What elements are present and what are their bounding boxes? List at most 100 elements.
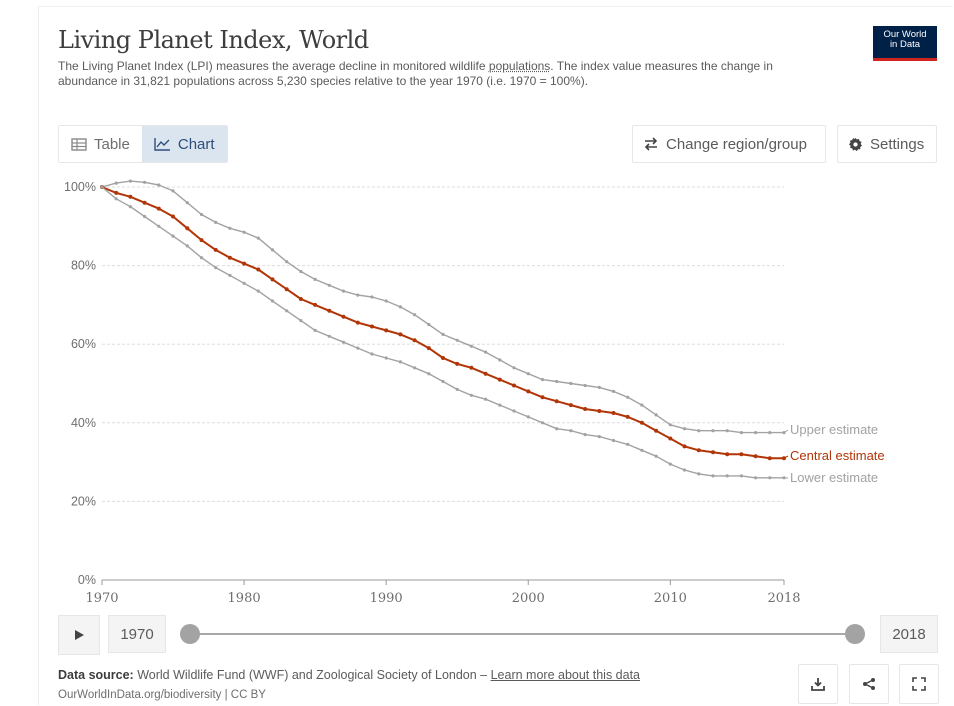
data-point <box>114 190 119 195</box>
data-point <box>157 183 161 187</box>
data-point <box>199 212 204 217</box>
data-point <box>341 314 346 319</box>
series-line <box>101 186 784 479</box>
data-point <box>426 346 431 351</box>
data-point <box>654 454 658 458</box>
data-point <box>171 189 175 193</box>
data-point <box>497 377 502 382</box>
timeline-track[interactable] <box>190 633 855 635</box>
data-point <box>640 448 644 452</box>
series-label-connector <box>783 429 789 434</box>
data-point <box>512 409 516 413</box>
data-point <box>341 340 346 344</box>
tab-chart[interactable]: Chart <box>141 126 227 162</box>
populations-link[interactable]: populations <box>488 59 551 73</box>
data-point <box>313 328 317 332</box>
share-icon <box>863 678 875 690</box>
data-point <box>299 269 303 274</box>
data-point <box>256 267 261 272</box>
data-point <box>483 371 488 376</box>
data-point <box>171 214 175 219</box>
data-point <box>668 436 673 441</box>
data-point <box>185 244 189 248</box>
data-point <box>498 403 502 407</box>
data-point <box>128 194 133 199</box>
data-point <box>625 414 630 419</box>
play-button[interactable] <box>58 615 100 655</box>
data-point <box>611 411 616 415</box>
data-point <box>128 179 132 183</box>
data-point <box>384 299 388 303</box>
data-point <box>384 328 389 333</box>
data-point <box>114 181 118 185</box>
data-point <box>512 366 516 370</box>
timeline-start-handle[interactable] <box>180 624 200 644</box>
data-point <box>441 356 445 360</box>
timeline-start-year[interactable]: 1970 <box>108 615 166 653</box>
data-point <box>640 403 644 407</box>
y-tick-label: 0% <box>78 573 96 587</box>
data-point <box>526 372 530 376</box>
data-point <box>753 454 758 459</box>
data-point <box>327 283 331 287</box>
data-point <box>569 429 573 433</box>
expand-icon <box>912 677 926 691</box>
timeline-end-year[interactable]: 2018 <box>880 615 938 653</box>
series-label-lower: Lower estimate <box>790 470 878 485</box>
data-point <box>327 334 331 338</box>
data-point <box>597 385 601 389</box>
timeline-end-handle[interactable] <box>845 624 865 644</box>
data-point <box>256 236 260 240</box>
settings-button[interactable]: Settings <box>837 125 937 163</box>
tab-chart-label: Chart <box>177 135 215 153</box>
x-tick-label: 2018 <box>767 591 800 606</box>
data-point <box>668 423 672 427</box>
data-point <box>767 456 772 461</box>
data-point <box>512 383 516 388</box>
data-point <box>298 297 303 301</box>
data-point <box>725 474 729 478</box>
data-point <box>413 366 417 370</box>
data-point <box>739 452 744 457</box>
tab-table-label: Table <box>94 135 130 153</box>
data-point <box>413 313 417 317</box>
data-point <box>412 338 417 343</box>
data-point <box>569 381 573 386</box>
data-point <box>370 352 374 356</box>
data-point <box>143 180 147 184</box>
data-point <box>469 393 473 397</box>
data-point <box>398 305 402 309</box>
y-tick-label: 20% <box>71 494 96 508</box>
data-point <box>725 429 729 433</box>
data-point <box>327 308 332 313</box>
change-region-button[interactable]: Change region/group <box>632 125 826 163</box>
data-point <box>739 474 744 478</box>
data-point <box>597 435 601 439</box>
data-point <box>682 444 687 449</box>
fullscreen-button[interactable] <box>899 664 939 704</box>
change-region-label: Change region/group <box>666 135 807 153</box>
data-point <box>299 319 303 323</box>
data-point <box>754 476 758 480</box>
data-point <box>711 474 715 478</box>
learn-more-link[interactable]: Learn more about this data <box>490 668 641 682</box>
data-point <box>768 431 772 435</box>
data-point <box>697 429 701 433</box>
y-tick-label: 80% <box>71 259 96 273</box>
data-point <box>696 448 701 453</box>
data-point <box>270 248 275 252</box>
data-point <box>455 361 460 366</box>
owid-logo[interactable]: Our World in Data <box>873 26 937 61</box>
data-point <box>611 438 616 443</box>
gear-icon <box>848 137 863 151</box>
series-label-upper: Upper estimate <box>790 422 878 437</box>
data-point <box>768 476 772 480</box>
data-point <box>526 415 530 419</box>
data-point <box>242 281 246 285</box>
chart-card-frame <box>38 6 953 705</box>
share-button[interactable] <box>849 664 889 704</box>
tab-table[interactable]: Table <box>59 126 142 162</box>
data-point <box>285 260 289 264</box>
download-button[interactable] <box>798 664 838 704</box>
